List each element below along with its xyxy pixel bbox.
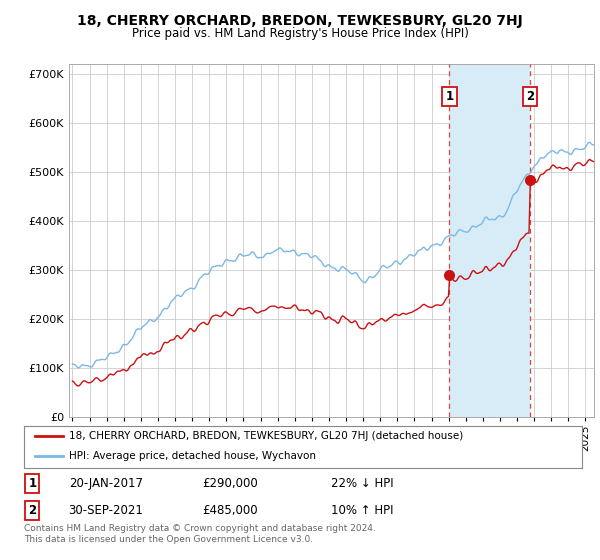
Text: 22% ↓ HPI: 22% ↓ HPI — [331, 477, 394, 490]
Text: 1: 1 — [28, 477, 37, 490]
Text: 18, CHERRY ORCHARD, BREDON, TEWKESBURY, GL20 7HJ (detached house): 18, CHERRY ORCHARD, BREDON, TEWKESBURY, … — [68, 431, 463, 441]
Text: £485,000: £485,000 — [203, 504, 258, 517]
Text: HPI: Average price, detached house, Wychavon: HPI: Average price, detached house, Wych… — [68, 451, 316, 461]
Text: Contains HM Land Registry data © Crown copyright and database right 2024.: Contains HM Land Registry data © Crown c… — [24, 524, 376, 533]
Text: Price paid vs. HM Land Registry's House Price Index (HPI): Price paid vs. HM Land Registry's House … — [131, 27, 469, 40]
Text: 20-JAN-2017: 20-JAN-2017 — [68, 477, 143, 490]
Text: 18, CHERRY ORCHARD, BREDON, TEWKESBURY, GL20 7HJ: 18, CHERRY ORCHARD, BREDON, TEWKESBURY, … — [77, 14, 523, 28]
Text: 1: 1 — [445, 90, 454, 102]
Text: 2: 2 — [526, 90, 534, 102]
Text: 10% ↑ HPI: 10% ↑ HPI — [331, 504, 394, 517]
Text: 30-SEP-2021: 30-SEP-2021 — [68, 504, 143, 517]
Text: £290,000: £290,000 — [203, 477, 259, 490]
Text: 2: 2 — [28, 504, 37, 517]
Text: This data is licensed under the Open Government Licence v3.0.: This data is licensed under the Open Gov… — [24, 535, 313, 544]
Bar — [449, 64, 530, 417]
